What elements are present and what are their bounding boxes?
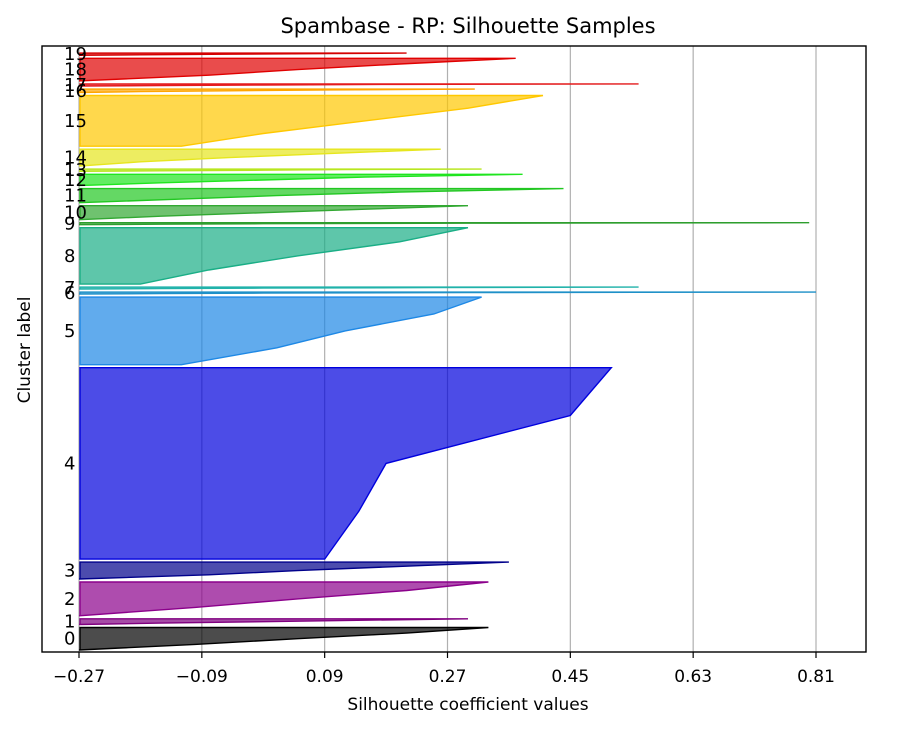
tick-label-1: −0.09 [176,667,228,687]
cluster-area-4 [79,367,613,560]
cluster-label-10: 10 [64,203,87,224]
cluster-label-6: 6 [64,283,75,304]
cluster-label-13: 13 [64,160,87,181]
cluster-label-1: 1 [64,612,75,633]
silhouette-areas [78,52,817,651]
cluster-area-14 [78,148,441,167]
cluster-label-15: 15 [64,111,87,132]
cluster-label-4: 4 [64,453,75,474]
cluster-area-7 [78,286,639,290]
cluster-area-8 [79,227,469,285]
cluster-area-18 [78,57,516,82]
cluster-label-14: 14 [64,148,87,169]
x-axis-ticks: −0.27 −0.09 0.09 0.27 0.45 0.63 0.81 [53,652,835,687]
x-axis-label: Silhouette coefficient values [347,695,588,715]
cluster-area-12 [78,173,523,187]
chart-title: Spambase - RP: Silhouette Samples [280,14,655,38]
x-gridlines [78,46,817,652]
cluster-label-7: 7 [64,278,75,299]
cluster-area-5 [79,296,482,366]
cluster-label-9: 9 [64,214,75,235]
cluster-area-16 [78,88,475,94]
cluster-area-11 [78,187,564,204]
tick-label-2: 0.09 [306,667,344,687]
cluster-label-2: 2 [64,589,75,610]
tick-label-5: 0.63 [674,667,712,687]
cluster-label-18: 18 [64,60,87,81]
cluster-area-10 [78,205,469,221]
cluster-label-3: 3 [64,561,75,582]
cluster-label-11: 11 [64,186,87,207]
cluster-area-13 [78,168,482,172]
cluster-area-0 [78,626,489,651]
cluster-area-3 [78,561,509,580]
cluster-label-5: 5 [64,321,75,342]
tick-label-0: −0.27 [53,667,105,687]
cluster-label-0: 0 [64,629,75,650]
cluster-area-1 [78,618,469,626]
tick-label-6: 0.81 [797,667,835,687]
y-axis-label: Cluster label [15,297,35,404]
cluster-area-19 [78,52,407,56]
cluster-area-15 [79,94,544,147]
cluster-label-16: 16 [64,81,87,102]
cluster-label-17: 17 [64,75,87,96]
cluster-label-8: 8 [64,246,75,267]
plot-frame [41,45,867,653]
cluster-area-2 [78,581,489,617]
cluster-label-19: 19 [64,44,87,65]
cluster-area-17 [78,83,639,87]
cluster-area-9 [78,222,810,226]
tick-label-4: 0.45 [551,667,589,687]
tick-label-3: 0.27 [429,667,467,687]
cluster-label-12: 12 [64,170,87,191]
cluster-area-6 [78,291,817,295]
